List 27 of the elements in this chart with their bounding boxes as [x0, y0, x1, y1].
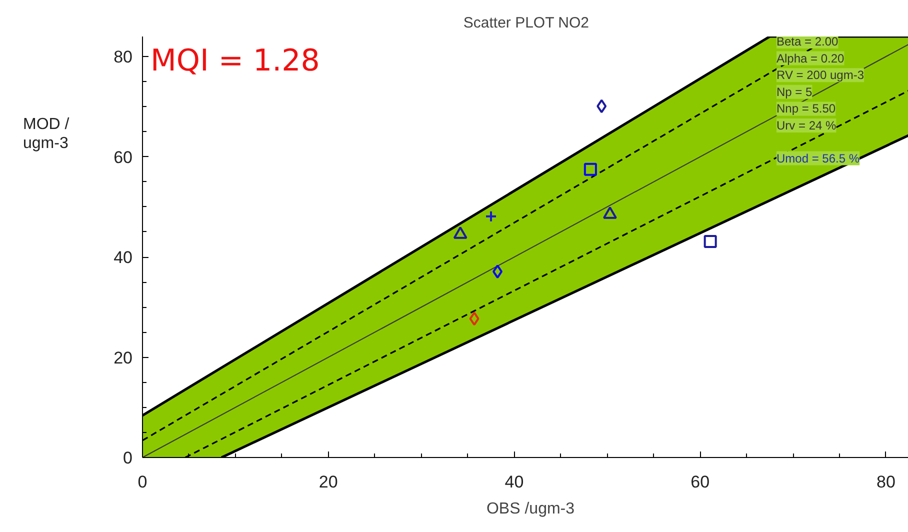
point [704, 234, 717, 248]
x-tick-label: 60 [690, 472, 710, 492]
x-tick-label: 40 [504, 472, 524, 492]
annotation: Nnp = 5.50 [776, 102, 836, 116]
annotation: Umod = 56.5 % [776, 151, 860, 166]
point [584, 162, 597, 176]
y-tick-label: 40 [114, 248, 133, 268]
point [492, 264, 503, 279]
point [469, 312, 480, 326]
y-tick-label: 20 [114, 348, 133, 368]
y-axis-title: MOD / ugm-3 [23, 115, 70, 153]
x-tick-label: 0 [138, 472, 148, 492]
y-tick-label: 60 [114, 148, 133, 167]
annotation: Alpha = 0.20 [776, 51, 845, 66]
annotation: MQI = 1.28 [150, 44, 320, 78]
annotation: Urv = 24 % [776, 118, 837, 132]
x-tick-label: 20 [318, 472, 338, 492]
point [485, 210, 498, 222]
y-tick-label: 0 [123, 448, 133, 468]
y-tick-label: 80 [114, 48, 133, 67]
x-tick-label: 80 [876, 472, 896, 492]
x-axis-title: OBS /ugm-3 [486, 500, 575, 518]
annotation: Beta = 2.00 [776, 34, 839, 48]
annotation: Np = 5 [776, 84, 813, 99]
chart-title: Scatter PLOT NO2 [463, 14, 590, 32]
annotation: RV = 200 ugm-3 [776, 68, 864, 82]
point [596, 99, 607, 114]
